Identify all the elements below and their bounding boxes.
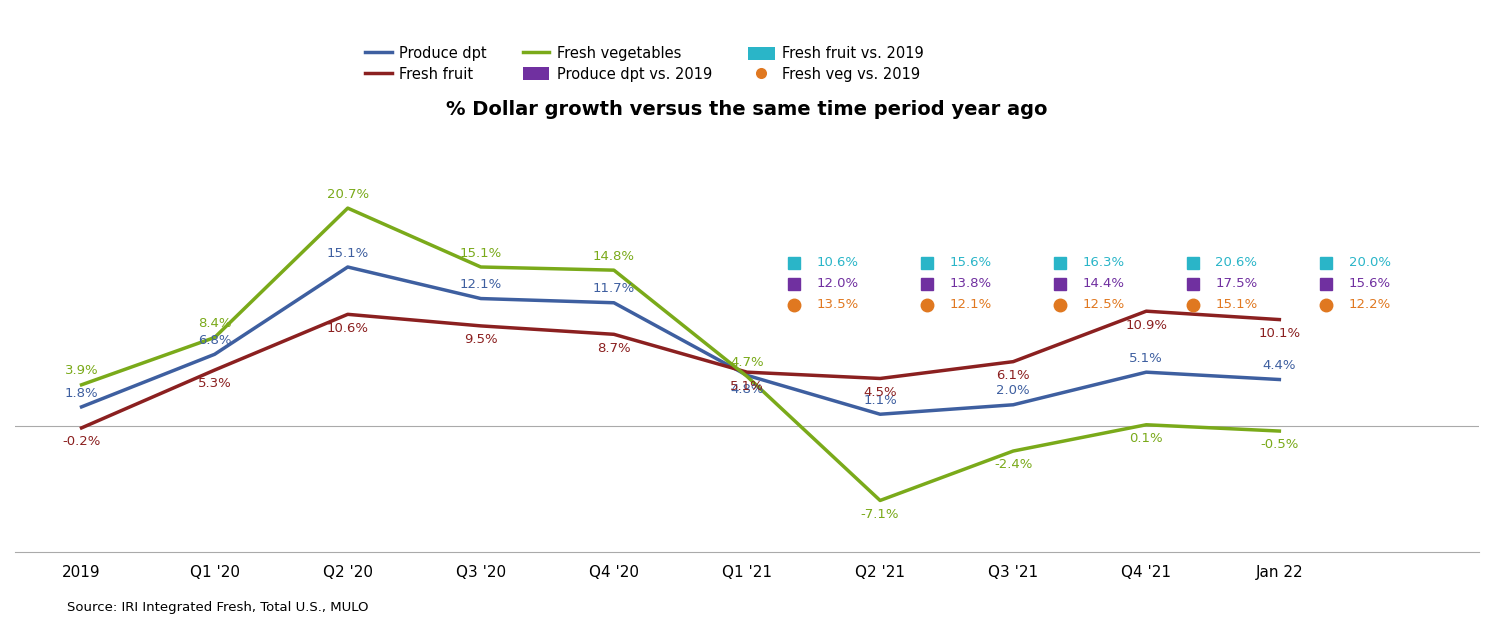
Text: 15.1%: 15.1% [460,247,502,260]
Text: 1.1%: 1.1% [864,394,896,407]
Text: 20.7%: 20.7% [327,188,369,201]
Text: 12.0%: 12.0% [816,277,859,290]
Text: 8.7%: 8.7% [598,342,630,355]
Text: 12.1%: 12.1% [460,278,502,291]
Text: 0.1%: 0.1% [1129,432,1164,445]
Text: 6.8%: 6.8% [197,334,232,347]
Text: 20.6%: 20.6% [1216,256,1258,269]
Text: 5.1%: 5.1% [731,379,763,392]
Text: 2.0%: 2.0% [996,384,1029,397]
Text: 12.1%: 12.1% [949,298,992,311]
Text: 14.8%: 14.8% [593,250,635,263]
Text: 13.8%: 13.8% [949,277,992,290]
Text: 5.1%: 5.1% [1129,352,1164,365]
Text: 15.6%: 15.6% [949,256,992,269]
Text: 3.9%: 3.9% [64,365,99,378]
Text: Source: IRI Integrated Fresh, Total U.S., MULO: Source: IRI Integrated Fresh, Total U.S.… [67,601,369,614]
Text: 12.5%: 12.5% [1082,298,1125,311]
Text: 6.1%: 6.1% [996,369,1029,382]
Text: -0.5%: -0.5% [1259,438,1298,451]
Text: 10.9%: 10.9% [1125,319,1167,332]
Text: 4.5%: 4.5% [864,386,896,399]
Text: -0.2%: -0.2% [63,435,100,448]
Text: 15.1%: 15.1% [1216,298,1258,311]
Text: 11.7%: 11.7% [593,282,635,295]
Text: 5.3%: 5.3% [197,378,232,391]
Text: -2.4%: -2.4% [994,458,1032,471]
Text: 16.3%: 16.3% [1082,256,1125,269]
Text: 4.4%: 4.4% [1262,359,1297,372]
Text: 9.5%: 9.5% [465,334,498,346]
Text: 1.8%: 1.8% [64,386,99,399]
Text: 8.4%: 8.4% [197,317,232,330]
Text: -7.1%: -7.1% [861,508,899,521]
Text: 10.6%: 10.6% [327,322,369,335]
Legend: Produce dpt, Fresh fruit, Fresh vegetables, Produce dpt vs. 2019, Fresh fruit vs: Produce dpt, Fresh fruit, Fresh vegetabl… [366,46,923,82]
Title: % Dollar growth versus the same time period year ago: % Dollar growth versus the same time per… [447,100,1047,118]
Text: 20.0%: 20.0% [1349,256,1391,269]
Text: 10.6%: 10.6% [816,256,858,269]
Text: 15.1%: 15.1% [327,247,369,260]
Text: 13.5%: 13.5% [816,298,859,311]
Text: 17.5%: 17.5% [1216,277,1258,290]
Text: 14.4%: 14.4% [1082,277,1125,290]
Text: 4.7%: 4.7% [731,356,763,369]
Text: 4.8%: 4.8% [731,383,763,396]
Text: 15.6%: 15.6% [1349,277,1391,290]
Text: 12.2%: 12.2% [1349,298,1391,311]
Text: 10.1%: 10.1% [1258,327,1300,340]
